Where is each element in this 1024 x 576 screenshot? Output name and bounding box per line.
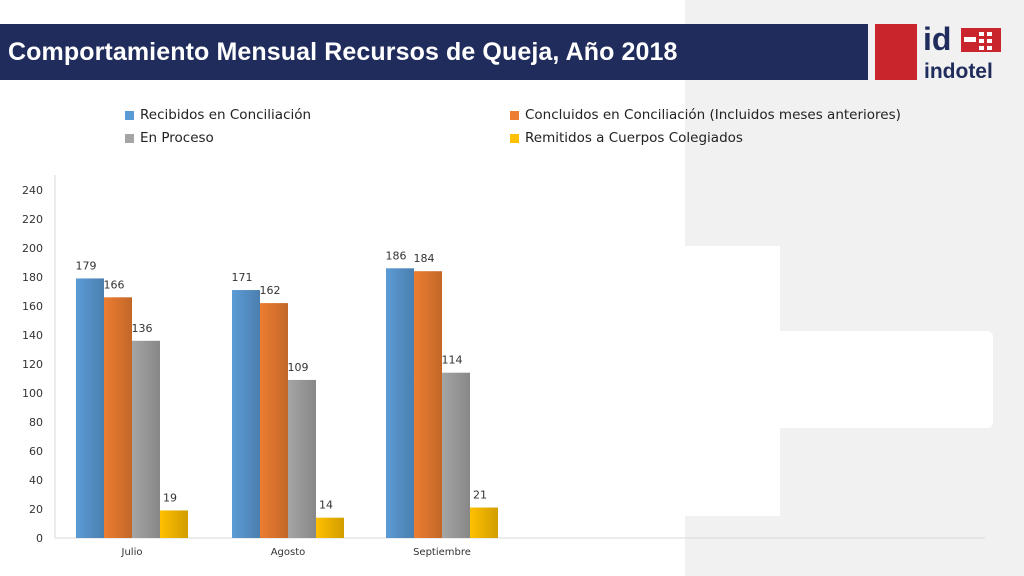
legend-item-en-proceso: En Proceso [125, 130, 214, 146]
logo-mark-text: id [923, 21, 951, 57]
bar [414, 271, 442, 538]
bar [386, 268, 414, 538]
data-label: 166 [104, 278, 125, 291]
bar [442, 372, 470, 538]
legend-swatch-en-proceso [125, 133, 134, 143]
data-label: 109 [288, 361, 309, 374]
logo-name-text: indotel [924, 60, 993, 83]
legend-swatch-concluidos [510, 110, 519, 120]
bar [76, 278, 104, 538]
background-card [727, 331, 993, 428]
bar [232, 290, 260, 538]
bar [260, 303, 288, 538]
y-tick-label: 100 [22, 387, 43, 400]
y-tick-label: 120 [22, 358, 43, 371]
data-label: 162 [260, 284, 281, 297]
y-tick-label: 160 [22, 300, 43, 313]
y-tick-label: 0 [36, 532, 43, 545]
legend-label: Remitidos a Cuerpos Colegiados [525, 130, 743, 146]
y-tick-label: 80 [29, 416, 43, 429]
data-label: 19 [163, 491, 177, 504]
data-label: 171 [232, 271, 253, 284]
title-bar: Comportamiento Mensual Recursos de Queja… [0, 24, 868, 80]
data-label: 186 [386, 249, 407, 262]
y-tick-label: 240 [22, 184, 43, 197]
legend-item-concluidos: Concluidos en Conciliación (Incluidos me… [510, 107, 901, 123]
data-label: 114 [442, 354, 463, 367]
slide-title: Comportamiento Mensual Recursos de Queja… [8, 38, 678, 66]
legend-swatch-recibidos [125, 110, 134, 120]
bar [104, 297, 132, 538]
logo-keypad-dots [964, 32, 992, 50]
data-label: 21 [473, 489, 487, 502]
y-tick-label: 180 [22, 271, 43, 284]
legend-label: En Proceso [140, 130, 214, 146]
y-tick-label: 40 [29, 474, 43, 487]
y-tick-label: 220 [22, 213, 43, 226]
legend-label: Concluidos en Conciliación (Incluidos me… [525, 107, 901, 123]
y-tick-label: 200 [22, 242, 43, 255]
bar [316, 517, 344, 538]
y-tick-label: 20 [29, 503, 43, 516]
legend-item-remitidos: Remitidos a Cuerpos Colegiados [510, 130, 743, 146]
y-tick-label: 60 [29, 445, 43, 458]
bar [470, 507, 498, 538]
x-tick-label: Julio [121, 547, 143, 558]
x-tick-label: Septiembre [413, 547, 471, 558]
data-label: 14 [319, 499, 333, 512]
indotel-logo: id indotel [923, 21, 1001, 83]
data-label: 179 [76, 259, 97, 272]
data-label: 184 [414, 252, 435, 265]
data-label: 136 [132, 322, 153, 335]
logo-red-block [875, 24, 917, 80]
bar [160, 510, 188, 538]
legend-item-recibidos: Recibidos en Conciliación [125, 107, 311, 123]
legend-swatch-remitidos [510, 133, 519, 143]
chart-legend: Recibidos en Conciliación Concluidos en … [0, 105, 1024, 155]
x-tick-label: Agosto [271, 547, 306, 558]
legend-label: Recibidos en Conciliación [140, 107, 312, 123]
bar [288, 379, 316, 538]
y-tick-label: 140 [22, 329, 43, 342]
bar [132, 340, 160, 538]
